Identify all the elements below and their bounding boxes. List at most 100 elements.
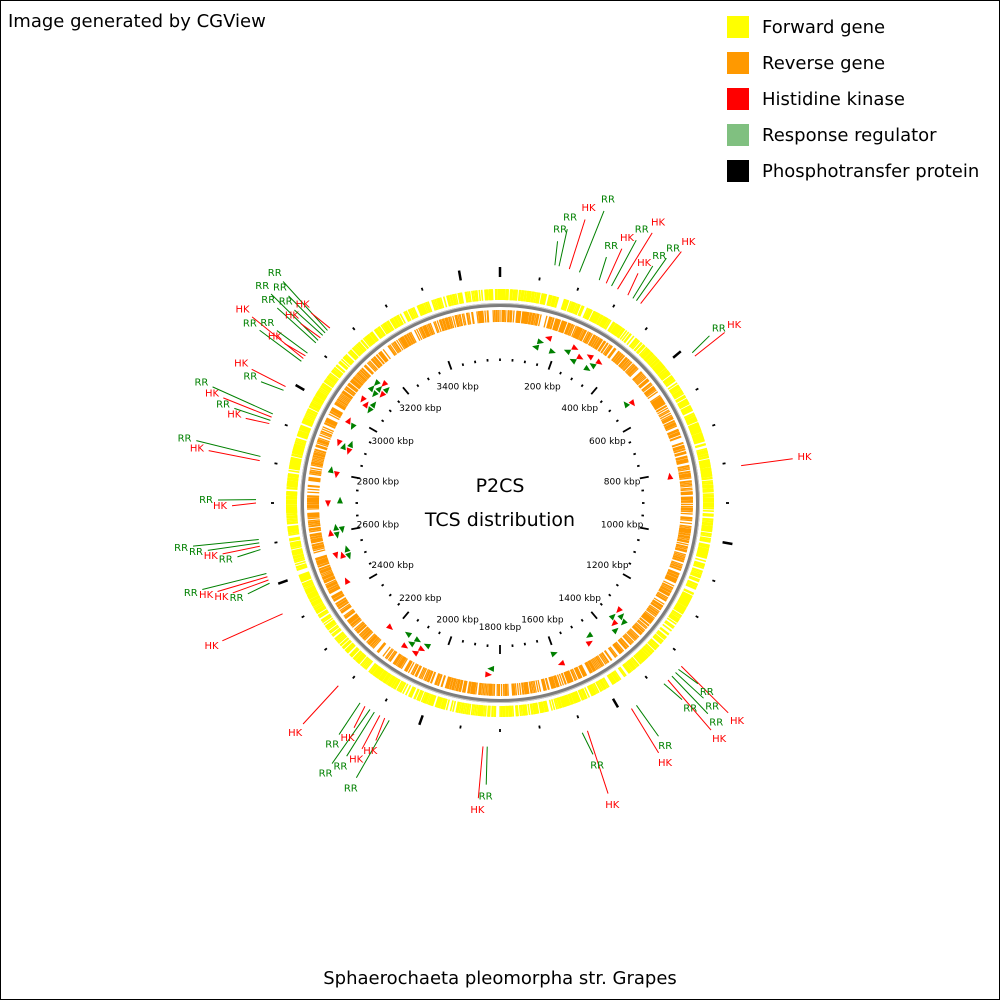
reverse-gene-mark bbox=[680, 491, 693, 494]
hk-callout-label: HK bbox=[620, 233, 635, 244]
reverse-gene-mark bbox=[613, 642, 623, 653]
reverse-gene-mark bbox=[636, 376, 647, 386]
forward-gene-mark bbox=[322, 615, 333, 624]
reverse-gene-mark bbox=[340, 605, 352, 614]
reverse-gene-mark bbox=[528, 312, 532, 325]
reverse-gene-mark bbox=[316, 559, 329, 565]
outer-minor-tick bbox=[352, 326, 356, 331]
inner-minor-tick bbox=[570, 625, 574, 629]
reverse-gene-mark bbox=[621, 360, 631, 370]
reverse-gene-mark bbox=[574, 667, 582, 679]
reverse-gene-mark bbox=[600, 342, 609, 354]
reverse-gene-mark bbox=[607, 347, 616, 358]
rr-callout-label: RR bbox=[590, 761, 604, 772]
reverse-gene-mark bbox=[512, 310, 515, 323]
callout-line bbox=[232, 579, 269, 594]
reverse-gene-mark bbox=[650, 396, 662, 404]
reverse-gene-mark bbox=[483, 683, 487, 696]
inner-tick-ring bbox=[351, 358, 649, 654]
forward-gene-mark bbox=[402, 683, 409, 695]
forward-gene-mark bbox=[702, 520, 714, 523]
histidine-kinase-marker bbox=[325, 500, 331, 507]
forward-gene-mark bbox=[514, 705, 518, 717]
reverse-gene-mark bbox=[680, 491, 693, 494]
reverse-gene-mark bbox=[310, 535, 323, 540]
hk-callout-label: HK bbox=[605, 800, 620, 811]
reverse-gene-mark bbox=[641, 382, 652, 392]
forward-gene-mark bbox=[595, 681, 602, 692]
reverse-gene-mark bbox=[340, 393, 352, 402]
forward-gene-mark bbox=[391, 317, 399, 328]
forward-gene-mark bbox=[303, 583, 315, 590]
hk-callout-label: HK bbox=[205, 641, 220, 652]
forward-gene-mark bbox=[698, 544, 710, 549]
reverse-gene-mark bbox=[347, 383, 358, 393]
response-regulator-marker bbox=[408, 641, 416, 648]
forward-gene-mark bbox=[613, 670, 622, 681]
reverse-gene-mark bbox=[680, 483, 693, 487]
reverse-gene-mark bbox=[312, 455, 325, 460]
reverse-gene-mark bbox=[361, 629, 372, 639]
reverse-gene-mark bbox=[471, 311, 475, 324]
response-regulator-marker bbox=[550, 651, 558, 658]
response-regulator-marker bbox=[617, 613, 625, 621]
outer-minor-tick bbox=[612, 304, 616, 308]
callout-line bbox=[568, 219, 586, 270]
reverse-gene-mark bbox=[377, 642, 386, 653]
reverse-gene-mark bbox=[467, 681, 472, 694]
reverse-gene-mark bbox=[307, 517, 320, 520]
reverse-gene-mark bbox=[576, 327, 583, 340]
forward-gene-mark bbox=[638, 346, 648, 356]
reverse-gene-mark bbox=[364, 364, 375, 374]
forward-gene-mark bbox=[298, 571, 310, 577]
reverse-gene-mark bbox=[484, 310, 487, 323]
reverse-gene-mark bbox=[324, 577, 336, 584]
outer-major-tick bbox=[457, 270, 462, 281]
histidine-kinase-marker bbox=[628, 399, 635, 407]
reverse-gene-mark bbox=[647, 606, 659, 615]
callout-line bbox=[617, 232, 653, 290]
forward-gene-mark bbox=[411, 307, 418, 319]
reverse-gene-mark bbox=[429, 671, 436, 684]
response-regulator-marker bbox=[487, 665, 495, 672]
reverse-gene-swatch bbox=[727, 52, 749, 74]
reverse-gene-mark bbox=[371, 357, 381, 368]
reverse-gene-mark bbox=[658, 410, 671, 418]
reverse-gene-mark bbox=[458, 679, 463, 692]
reverse-gene-mark bbox=[584, 662, 592, 674]
histidine-kinase-marker bbox=[571, 344, 579, 350]
reverse-gene-mark bbox=[343, 608, 354, 617]
reverse-gene-mark bbox=[554, 319, 560, 331]
reverse-gene-mark bbox=[652, 398, 663, 407]
forward-gene-mark bbox=[642, 646, 652, 656]
hk-callout-label: HK bbox=[204, 551, 219, 562]
reverse-gene-mark bbox=[308, 476, 321, 480]
reverse-gene-mark bbox=[376, 642, 386, 653]
reverse-gene-mark bbox=[376, 354, 385, 365]
forward-gene-mark bbox=[631, 340, 641, 350]
reverse-gene-mark bbox=[319, 434, 331, 440]
inner-minor-tick bbox=[461, 639, 465, 643]
reverse-gene-mark bbox=[531, 313, 536, 326]
forward-gene-mark bbox=[477, 704, 480, 716]
callout-line bbox=[223, 397, 272, 418]
forward-gene-mark bbox=[336, 634, 347, 643]
reverse-gene-mark bbox=[566, 670, 573, 683]
reverse-gene-mark bbox=[545, 677, 550, 690]
rr-callout-label: RR bbox=[216, 399, 230, 410]
reverse-gene-mark bbox=[487, 310, 490, 323]
reverse-gene-mark bbox=[326, 581, 338, 589]
reverse-gene-mark bbox=[334, 403, 346, 411]
forward-gene-mark bbox=[286, 521, 298, 524]
hk-callout-label: HK bbox=[235, 305, 250, 316]
forward-gene-mark bbox=[341, 639, 351, 649]
forward-gene-mark bbox=[458, 702, 463, 714]
reverse-gene-mark bbox=[441, 675, 447, 688]
reverse-gene-mark bbox=[355, 374, 366, 383]
inner-minor-tick bbox=[461, 363, 465, 367]
reverse-gene-mark bbox=[680, 492, 693, 495]
reverse-gene-mark bbox=[588, 334, 596, 346]
forward-gene-mark bbox=[702, 486, 714, 489]
response-regulator-marker bbox=[344, 545, 351, 553]
forward-gene-mark bbox=[432, 299, 438, 311]
